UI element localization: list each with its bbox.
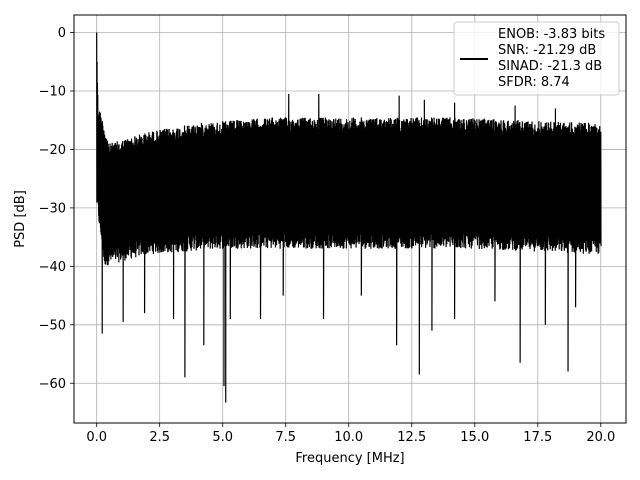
legend-snr: SNR: -21.29 dB (498, 43, 596, 58)
psd-series (96, 32, 602, 403)
y-tick-label: −40 (39, 260, 66, 275)
y-axis-label: PSD [dB] (13, 190, 28, 248)
x-tick-label: 2.5 (149, 430, 170, 445)
x-tick-label: 0.0 (86, 430, 107, 445)
y-tick-label: −50 (39, 318, 66, 333)
psd-trace (96, 32, 602, 403)
legend-enob: ENOB: -3.83 bits (498, 27, 605, 42)
legend: ENOB: -3.83 bits SNR: -21.29 dB SINAD: -… (453, 21, 620, 96)
y-tick-label: 0 (58, 26, 66, 41)
y-tick-label: −20 (39, 143, 66, 158)
legend-sfdr: SFDR: 8.74 (498, 75, 570, 90)
x-tick-label: 17.5 (523, 430, 552, 445)
y-tick-label: −10 (39, 84, 66, 99)
x-axis-label: Frequency [MHz] (295, 451, 404, 466)
x-tick-label: 7.5 (275, 430, 296, 445)
y-tick-label: −60 (39, 377, 66, 392)
x-tick-label: 20.0 (586, 430, 615, 445)
x-tick-label: 10.0 (334, 430, 363, 445)
x-tick-label: 5.0 (212, 430, 233, 445)
axis-ticks: 0.0 2.5 5.0 7.5 10.0 12.5 15.0 17.5 20.0 0 −10 −20 −… (39, 26, 616, 445)
y-tick-label: −30 (39, 201, 66, 216)
plot-frame (73, 14, 627, 424)
legend-box (453, 21, 620, 96)
legend-sinad: SINAD: -21.3 dB (498, 59, 602, 74)
x-tick-label: 15.0 (460, 430, 489, 445)
x-tick-label: 12.5 (397, 430, 426, 445)
